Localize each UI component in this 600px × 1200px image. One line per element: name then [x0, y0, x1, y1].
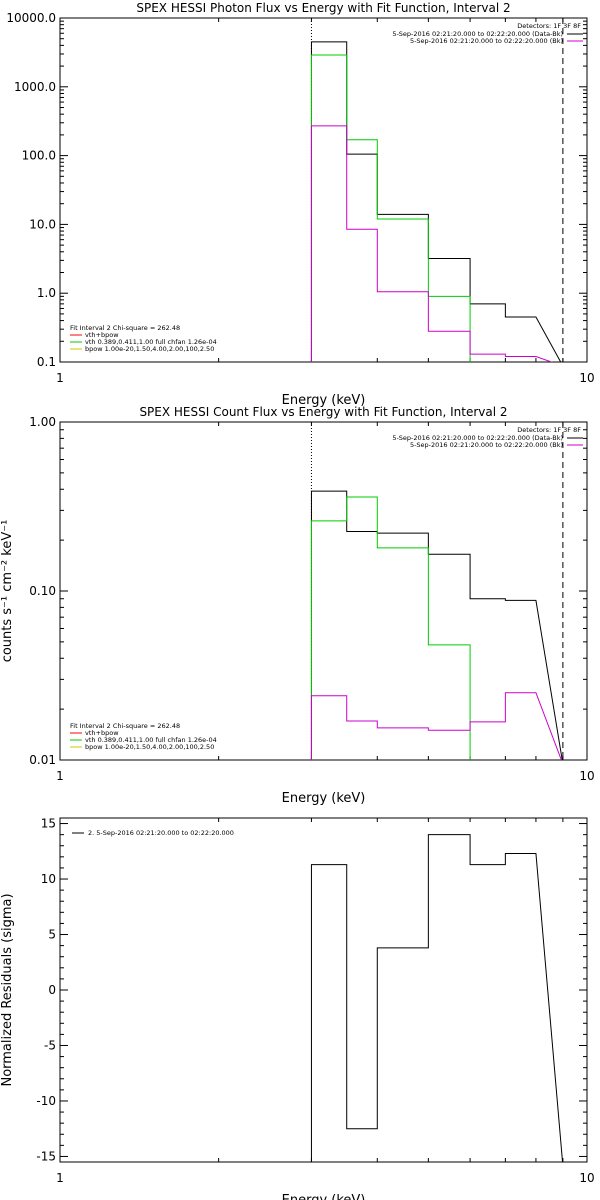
- x-axis-label: Energy (keV): [282, 791, 366, 806]
- x-tick-label: 1: [56, 1171, 64, 1185]
- series-line-vth-bpow: [310, 496, 471, 760]
- x-axis-label: Energy (keV): [282, 1193, 366, 1200]
- fit-legend-label: bpow 1.00e-20,1.50,4.00,2.00,100,2.50: [85, 743, 214, 751]
- legend-entry-label: 5-Sep-2016 02:21:20.000 to 02:22:20.000 …: [410, 441, 563, 449]
- x-tick-label: 1: [56, 769, 64, 783]
- y-tick-label: 0.01: [29, 753, 56, 767]
- series-line-vth-bpow: [310, 54, 471, 362]
- count-flux-panel: 1 10 0.01 0.10 1.00 SPEX HESSI Count Flux vs …: [0, 405, 595, 806]
- x-tick-label: 10: [579, 371, 594, 385]
- fit-legend-label: vth 0.389,0.411,1.00 full chfan 1.26e-04: [85, 736, 217, 744]
- y-tick-label: 5: [48, 928, 56, 942]
- fit-legend-label: vth 0.389,0.411,1.00 full chfan 1.26e-04: [85, 338, 217, 346]
- residual-legend-label: 2. 5-Sep-2016 02:21:20.000 to 02:22:20.0…: [88, 829, 234, 837]
- y-tick-label: -5: [44, 1038, 56, 1052]
- series-line-bk: [310, 692, 562, 760]
- fit-legend-header: Fit Interval 2 Chi-square = 262.48: [70, 722, 180, 730]
- y-tick-label: -10: [36, 1094, 56, 1108]
- legend-detectors: Detectors: 1F 3F 8F: [517, 22, 581, 30]
- y-tick-label: 10.0: [29, 217, 56, 231]
- y-tick-label: 0.1: [37, 355, 56, 369]
- x-tick-label: 10: [579, 1171, 594, 1185]
- y-tick-label: 100.0: [22, 149, 56, 163]
- fit-legend-label: vth+bpow: [85, 331, 119, 339]
- x-tick-label: 10: [579, 769, 594, 783]
- axes-frame: [59, 17, 588, 363]
- legend-entry-label: 5-Sep-2016 02:21:20.000 to 02:22:20.000 …: [410, 37, 563, 45]
- y-axis-label: counts s⁻¹ cm⁻² keV⁻¹: [0, 520, 15, 663]
- residuals-panel: 1 10 -15 -10 -5 0 5 10 15 Energy (keV) Normalized …: [0, 817, 595, 1200]
- plot-area: [310, 41, 562, 362]
- chart-title: SPEX HESSI Photon Flux vs Energy with Fi…: [136, 1, 510, 15]
- legend-entry-label: 5-Sep-2016 02:21:20.000 to 02:22:20.000 …: [392, 434, 563, 442]
- y-tick-label: 15: [41, 817, 56, 831]
- photon-flux-panel: 1 10 0.1 1.0 10.0 100.0 1000.0 10000.0 SPEX HESS…: [6, 1, 594, 408]
- y-tick-label: 0.10: [29, 584, 56, 598]
- chart-title: SPEX HESSI Count Flux vs Energy with Fit…: [139, 405, 507, 419]
- fit-legend-label: vth+bpow: [85, 729, 119, 737]
- x-axis-label: Energy (keV): [282, 393, 366, 408]
- x-tick-label: 1: [56, 371, 64, 385]
- plot-area: [310, 490, 563, 760]
- y-tick-label: 0: [48, 983, 56, 997]
- legend-detectors: Detectors: 1F 3F 8F: [517, 426, 581, 434]
- y-tick-label: 1.00: [29, 415, 56, 429]
- y-tick-label: 10000.0: [6, 11, 56, 25]
- axes-frame: [59, 817, 588, 1163]
- legend-entry-label: 5-Sep-2016 02:21:20.000 to 02:22:20.000 …: [392, 30, 563, 38]
- axes-frame: [59, 421, 588, 761]
- y-axis-label: Normalized Residuals (sigma): [0, 893, 15, 1086]
- y-tick-label: 1000.0: [14, 80, 56, 94]
- series-line-residuals: [310, 834, 564, 1162]
- plot-area: [310, 834, 564, 1162]
- series-line-data-bk: [310, 490, 563, 760]
- y-tick-label: -15: [36, 1149, 56, 1163]
- y-tick-label: 10: [41, 872, 56, 886]
- fit-legend-header: Fit Interval 2 Chi-square = 262.48: [70, 324, 180, 332]
- series-line-data-bk: [310, 41, 562, 362]
- series-line-bk: [310, 125, 553, 362]
- y-tick-label: 1.0: [37, 286, 56, 300]
- fit-legend-label: bpow 1.00e-20,1.50,4.00,2.00,100,2.50: [85, 345, 214, 353]
